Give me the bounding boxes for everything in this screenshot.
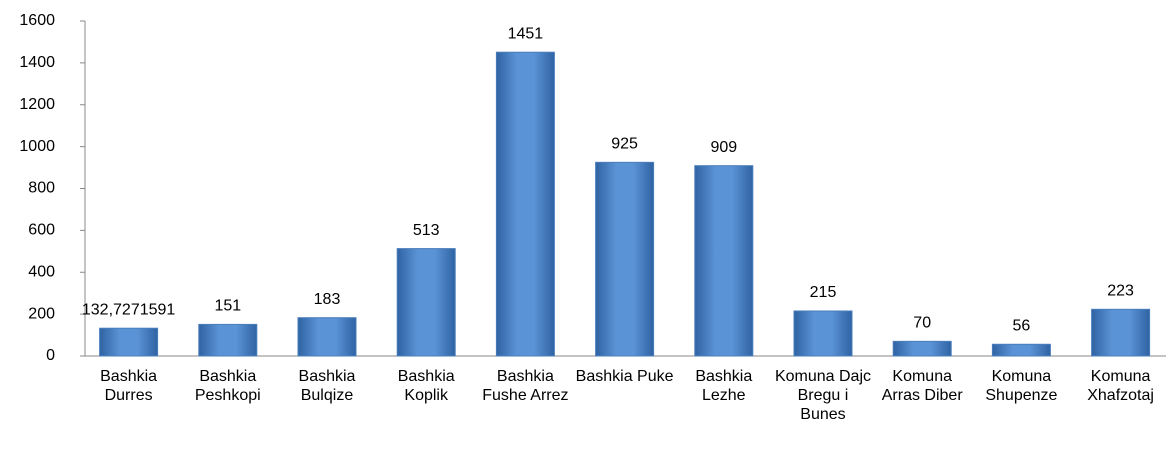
y-tick-label: 1200 xyxy=(19,96,55,113)
x-tick-label: Bashkia Puke xyxy=(575,368,674,385)
bar xyxy=(297,317,357,357)
bar xyxy=(892,340,952,357)
y-tick-label: 1000 xyxy=(19,138,55,155)
x-tick-label: Komuna Shupenze xyxy=(985,368,1058,404)
bar xyxy=(694,165,754,357)
bar xyxy=(396,248,456,357)
y-tick-label: 200 xyxy=(28,305,55,322)
data-label: 151 xyxy=(214,298,241,315)
x-tick-label: Bashkia Peshkopi xyxy=(194,368,261,404)
y-tick-label: 600 xyxy=(28,222,55,239)
data-label: 513 xyxy=(413,222,440,239)
bar xyxy=(99,327,159,357)
data-label: 56 xyxy=(1013,317,1031,334)
bar xyxy=(495,51,555,357)
y-tick-label: 1400 xyxy=(19,54,55,71)
data-label: 1451 xyxy=(508,25,544,42)
x-tick-label: Bashkia Bulqize xyxy=(298,368,356,404)
bar xyxy=(793,310,853,357)
x-tick-label: Komuna Arras Diber xyxy=(881,368,963,404)
x-tick-label: Bashkia Koplik xyxy=(397,368,455,404)
x-tick-label: Bashkia Fushe Arrez xyxy=(482,368,569,404)
data-label: 70 xyxy=(913,315,931,332)
data-label: 215 xyxy=(810,284,837,301)
y-tick-label: 1600 xyxy=(19,12,55,29)
bar xyxy=(1091,308,1151,357)
x-tick-label: Komuna Dajc Bregu i Bunes xyxy=(774,368,871,423)
data-label: 132,7271591 xyxy=(82,301,176,318)
bar xyxy=(595,161,655,357)
y-tick-label: 400 xyxy=(28,263,55,280)
data-label: 925 xyxy=(611,136,638,153)
x-tick-label: Bashkia Lezhe xyxy=(695,368,753,404)
data-label: 183 xyxy=(314,291,341,308)
bar xyxy=(198,323,258,357)
y-tick-label: 800 xyxy=(28,180,55,197)
y-tick-label: 0 xyxy=(46,347,55,364)
bar xyxy=(991,343,1051,357)
x-tick-label: Komuna Xhafzotaj xyxy=(1087,368,1154,404)
x-tick-label: Bashkia Durres xyxy=(100,368,158,404)
data-label: 909 xyxy=(710,139,737,156)
data-label: 223 xyxy=(1107,283,1134,300)
